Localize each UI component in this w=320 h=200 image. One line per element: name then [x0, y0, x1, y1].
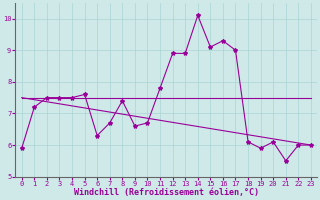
X-axis label: Windchill (Refroidissement éolien,°C): Windchill (Refroidissement éolien,°C)	[74, 188, 259, 197]
